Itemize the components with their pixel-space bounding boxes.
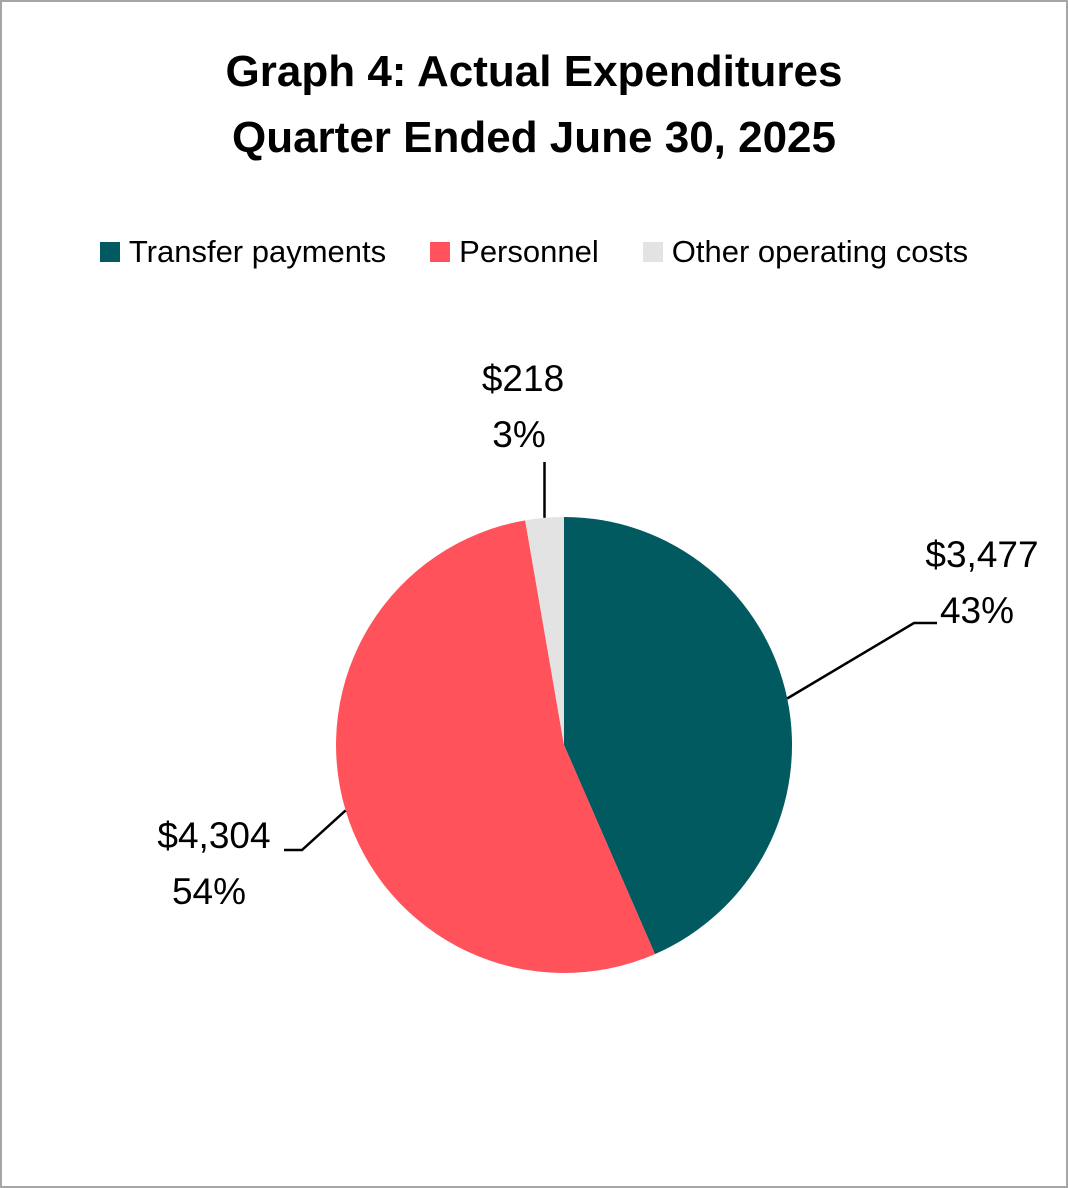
pie-slice-transfer-payments <box>564 517 793 955</box>
pie-slice-other-operating-costs <box>525 517 564 745</box>
legend: Transfer payments Personnel Other operat… <box>2 234 1066 270</box>
legend-label-other-operating-costs: Other operating costs <box>671 234 969 269</box>
legend-swatch-transfer-payments <box>99 242 120 262</box>
legend-item-other-operating-costs: Other operating costs <box>642 234 969 270</box>
data-label-percent-transfer-payments: 43% <box>940 590 1014 631</box>
data-label-value-personnel: $4,304 <box>157 815 270 856</box>
data-label-percent-other-operating-costs: 3% <box>492 414 545 455</box>
data-label-value-other-operating-costs: $218 <box>482 358 564 399</box>
legend-item-personnel: Personnel <box>430 234 599 270</box>
leader-line-personnel <box>284 809 347 852</box>
chart-subtitle: Quarter Ended June 30, 2025 <box>231 113 837 162</box>
chart-title: Graph 4: Actual Expenditures <box>225 47 843 96</box>
legend-label-transfer-payments: Transfer payments <box>128 234 387 269</box>
leader-line-transfer-payments <box>786 621 937 700</box>
legend-item-transfer-payments: Transfer payments <box>99 234 387 270</box>
pie-slice-personnel <box>336 520 655 973</box>
legend-swatch-other-operating-costs <box>642 242 663 262</box>
legend-label-personnel: Personnel <box>459 234 599 269</box>
data-label-value-transfer-payments: $3,477 <box>925 534 1038 575</box>
data-label-percent-personnel: 54% <box>172 871 246 912</box>
legend-swatch-personnel <box>430 242 451 262</box>
